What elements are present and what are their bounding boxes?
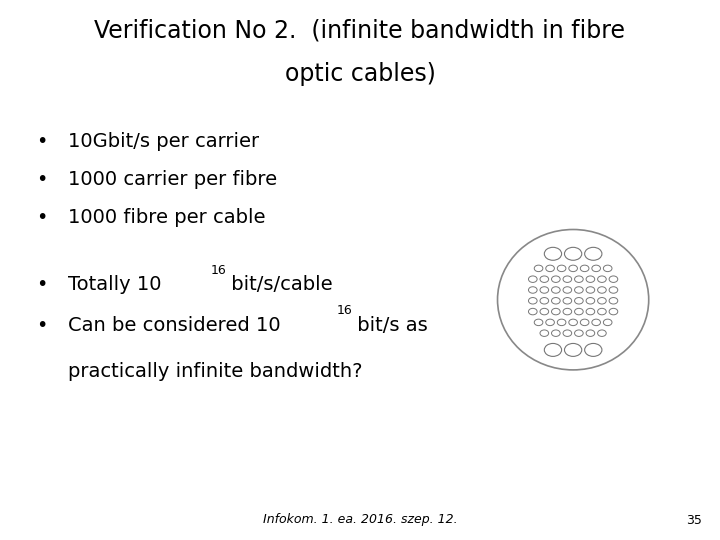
Text: •: • — [36, 170, 48, 189]
Text: Totally 10: Totally 10 — [68, 275, 162, 294]
Text: 16: 16 — [210, 264, 226, 276]
Text: •: • — [36, 275, 48, 294]
Text: •: • — [36, 132, 48, 151]
Text: bit/s/cable: bit/s/cable — [225, 275, 332, 294]
Text: 1000 fibre per cable: 1000 fibre per cable — [68, 208, 266, 227]
Text: Verification No 2.  (infinite bandwidth in fibre: Verification No 2. (infinite bandwidth i… — [94, 19, 626, 43]
Text: 1000 carrier per fibre: 1000 carrier per fibre — [68, 170, 277, 189]
Text: Infokom. 1. ea. 2016. szep. 12.: Infokom. 1. ea. 2016. szep. 12. — [263, 514, 457, 526]
Text: Can be considered 10: Can be considered 10 — [68, 316, 281, 335]
Text: 10Gbit/s per carrier: 10Gbit/s per carrier — [68, 132, 259, 151]
Text: •: • — [36, 316, 48, 335]
Text: •: • — [36, 208, 48, 227]
Text: 35: 35 — [686, 514, 702, 526]
Text: optic cables): optic cables) — [284, 62, 436, 86]
Text: practically infinite bandwidth?: practically infinite bandwidth? — [68, 362, 363, 381]
Text: 16: 16 — [336, 304, 352, 317]
Text: bit/s as: bit/s as — [351, 316, 428, 335]
